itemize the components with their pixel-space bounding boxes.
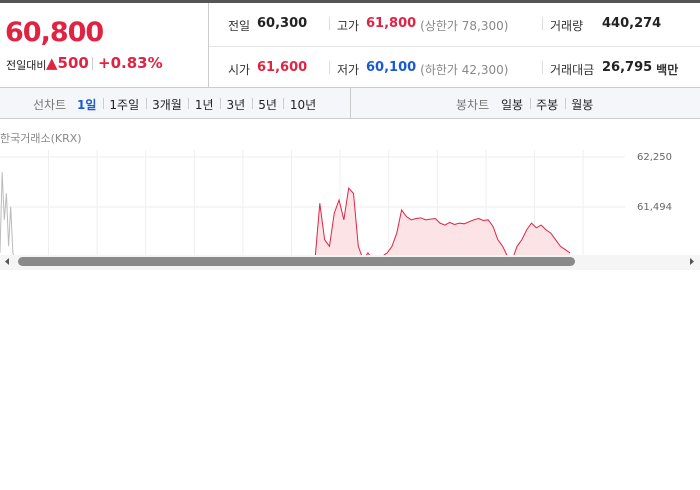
tab[interactable]: 5년 <box>258 98 277 112</box>
field-label: 거래대금 <box>550 63 595 77</box>
line <box>314 186 571 255</box>
source: 한국거래소(KRX) <box>0 132 82 145</box>
separator <box>145 98 147 109</box>
change-label: 전일대비 <box>6 59 47 72</box>
tab-bar: 선차트 1일 1주일 3개월 1년 3년 5년 10년 봉차트 일봉 주봉 월봉 <box>0 88 700 119</box>
price: 60,800 <box>5 17 104 48</box>
tab[interactable]: 1년 <box>194 98 214 112</box>
separator <box>542 61 543 74</box>
field-label: 시가 <box>228 63 251 77</box>
separator <box>329 17 330 30</box>
field-value: 61,600 <box>257 60 308 75</box>
tab[interactable]: 1일 <box>77 98 97 112</box>
field-note: (상한가 78,300) <box>420 19 509 33</box>
tab-group-label: 봉차트 <box>456 98 490 112</box>
field-value: 60,100 <box>366 60 417 75</box>
tab[interactable]: 10년 <box>289 98 317 112</box>
tab[interactable]: 1주일 <box>109 98 140 112</box>
tab[interactable]: 주봉 <box>536 98 559 112</box>
change-rate: +0.83% <box>98 54 163 72</box>
separator <box>251 98 253 109</box>
tab[interactable]: 일봉 <box>501 98 524 112</box>
field-label: 거래량 <box>550 19 584 33</box>
separator <box>102 98 104 109</box>
field-value: 440,274 <box>602 16 662 31</box>
tab-group-label: 선차트 <box>33 98 67 112</box>
separator <box>188 98 190 109</box>
separator <box>564 98 566 109</box>
y-tick-label: 61,494 <box>637 202 672 213</box>
field-value: 26,795 <box>602 60 653 75</box>
field-label: 고가 <box>337 19 360 33</box>
tab[interactable]: 3개월 <box>152 98 182 112</box>
quote-header: 60,800 전일대비 ▲500 +0.83% 전일 60,300 고가 61,800… <box>0 0 700 88</box>
tab[interactable]: 월봉 <box>571 98 594 112</box>
chart: 62,250 61,494 <box>0 150 700 270</box>
area <box>315 188 570 255</box>
y-tick-label: 62,250 <box>637 152 672 163</box>
field-label: 전일 <box>228 19 251 33</box>
separator <box>220 98 222 109</box>
separator <box>329 61 330 74</box>
field-note: (하한가 42,300) <box>420 63 509 77</box>
separator <box>529 98 531 109</box>
separator <box>542 17 543 30</box>
scrollbar[interactable] <box>18 257 575 266</box>
tab[interactable]: 3년 <box>226 98 246 112</box>
field-value: 61,800 <box>366 16 417 31</box>
field-value: 60,300 <box>257 16 308 31</box>
field-unit: 백만 <box>656 63 679 77</box>
line <box>0 172 15 255</box>
separator <box>283 98 285 109</box>
field-label: 저가 <box>337 63 360 77</box>
change: ▲500 <box>46 54 89 72</box>
